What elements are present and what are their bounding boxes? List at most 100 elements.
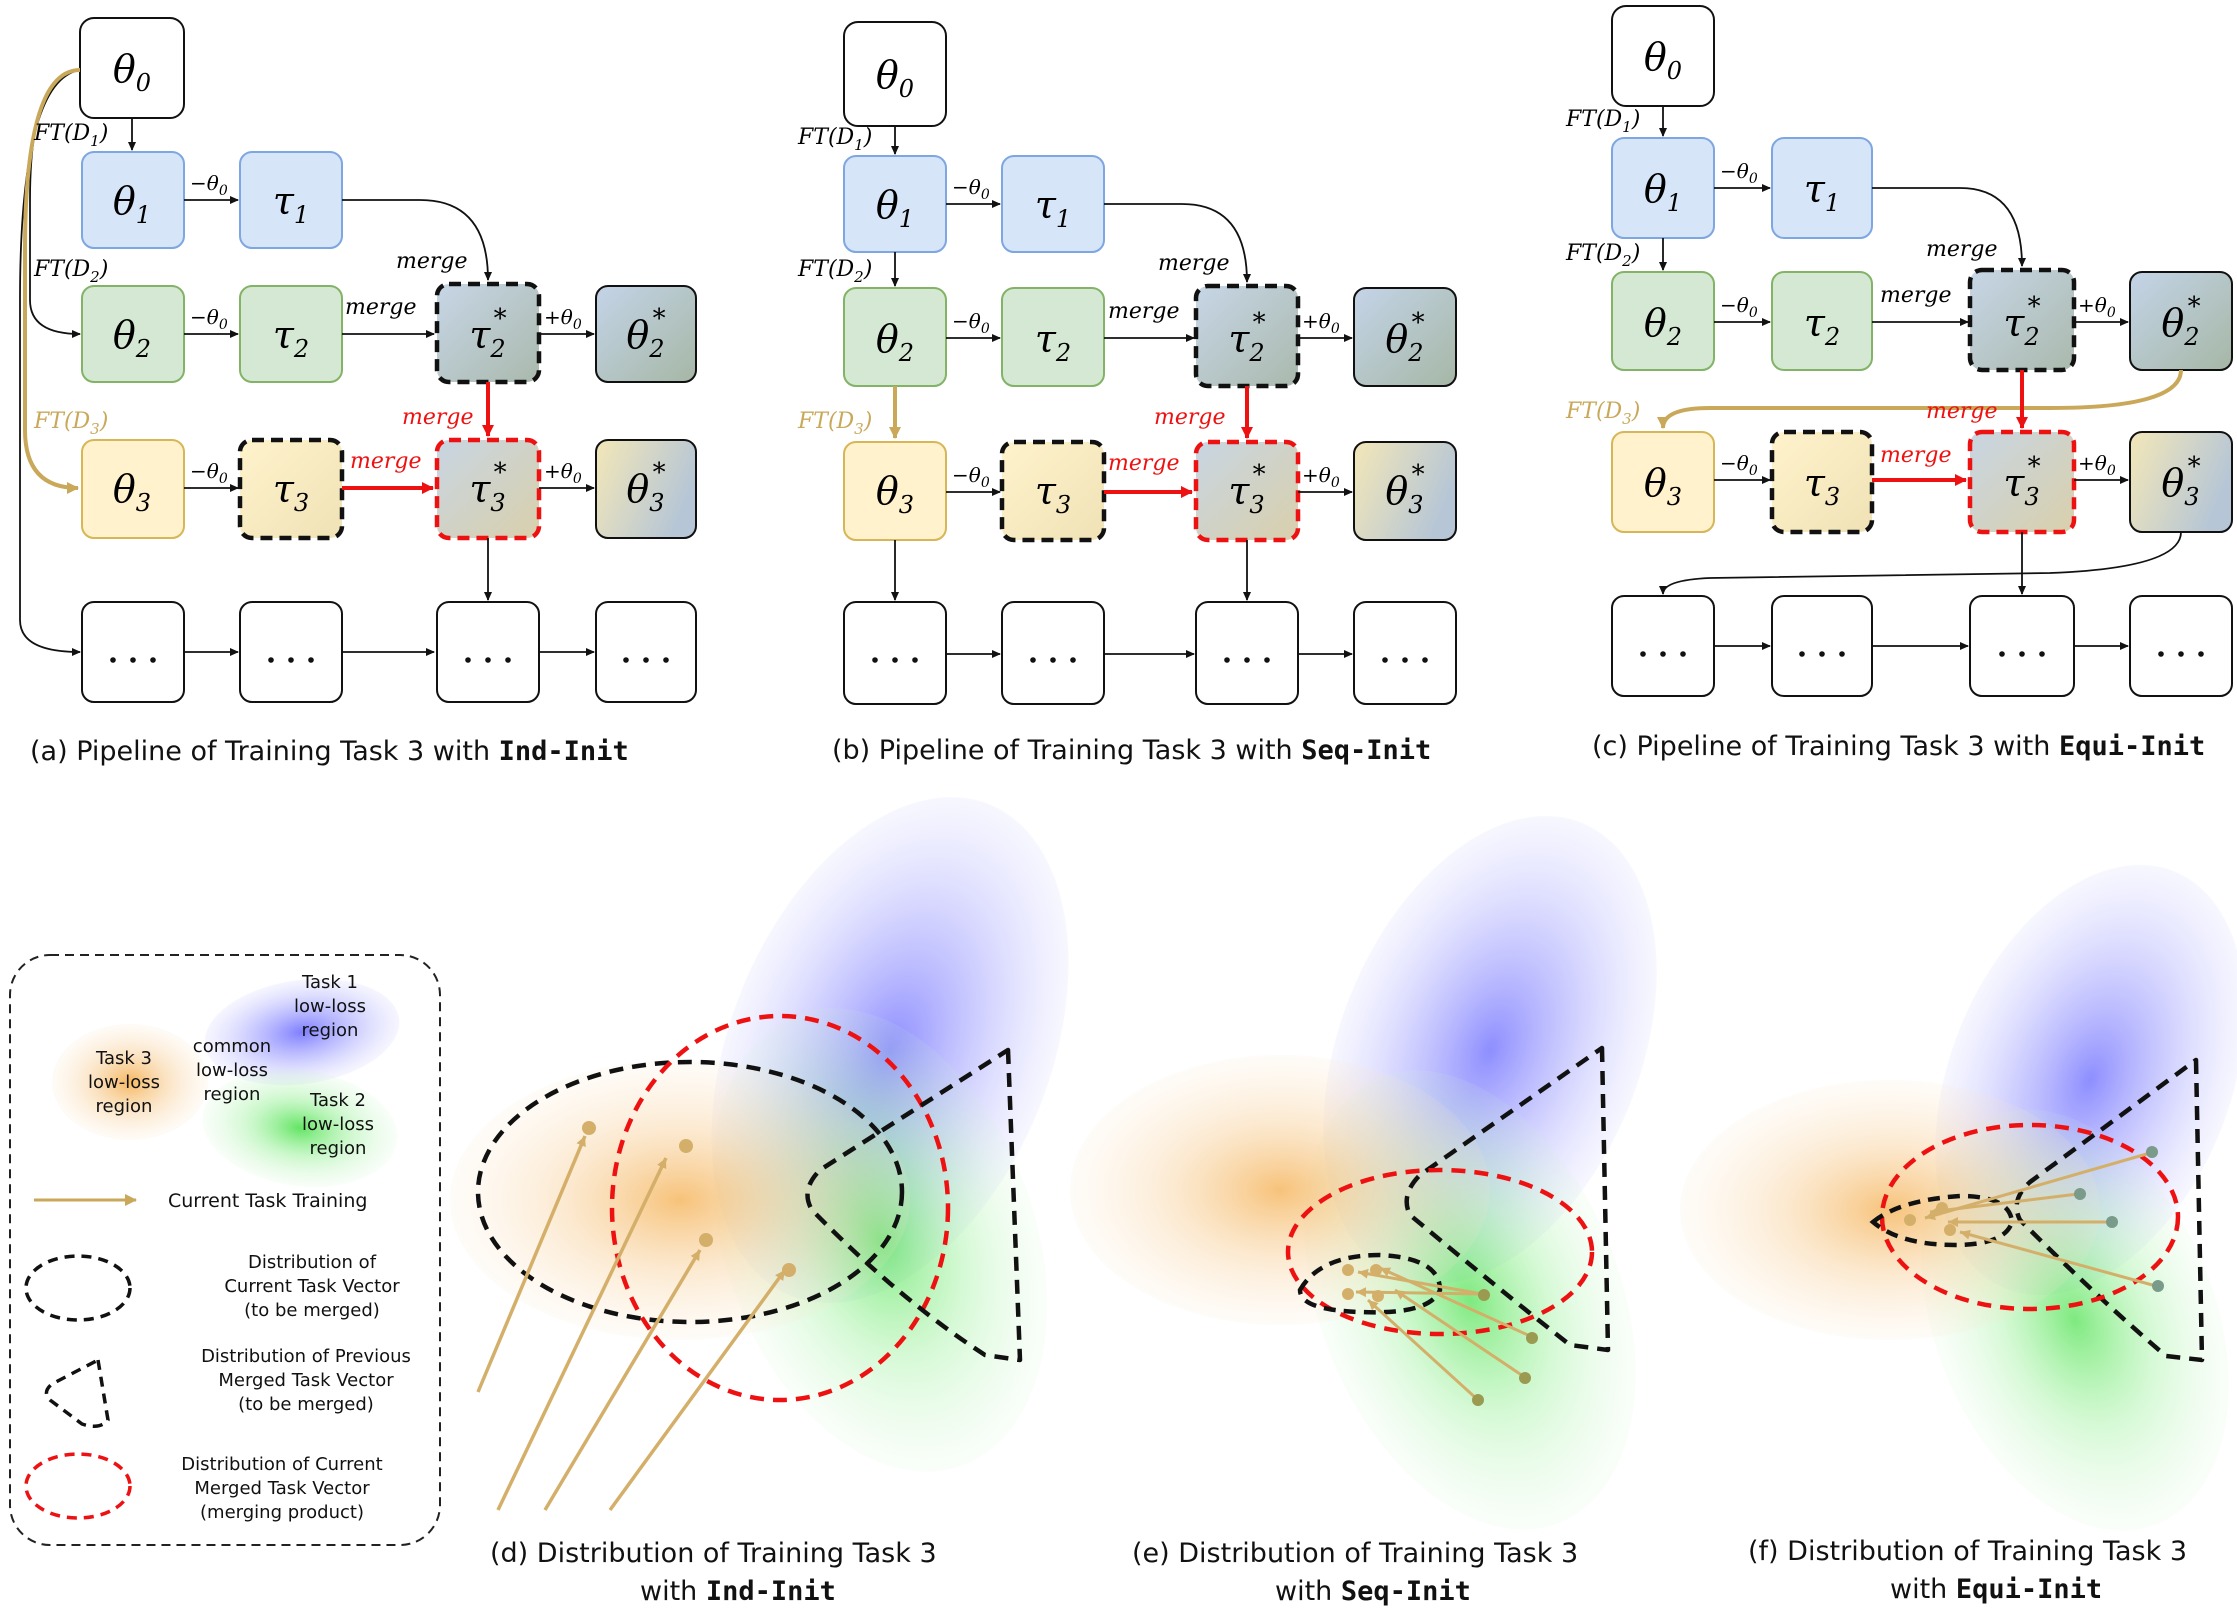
svg-text:FT(D3): FT(D3) <box>797 409 872 438</box>
svg-text:θ3*: θ3* <box>626 458 665 517</box>
svg-text:τ3: τ3 <box>273 467 309 517</box>
panel-e: (e) Distribution of Training Task 3 with… <box>1070 815 1657 1607</box>
legend: Task 1 low-loss region Task 3 low-loss r… <box>9 954 441 1546</box>
svg-text:−θ0: −θ0 <box>190 305 228 333</box>
node-dots-1 <box>843 601 947 705</box>
node-tau2 <box>1771 271 1873 371</box>
node-dots-4 <box>1353 601 1457 705</box>
svg-text:τ2: τ2 <box>273 313 309 363</box>
svg-text:FT(D2): FT(D2) <box>797 257 872 286</box>
svg-text:θ2: θ2 <box>1644 301 1682 351</box>
pipeline-c: θ0 θ1 τ1 θ2 τ2 τ2* θ2* θ3 τ3 τ3* θ3* <box>1565 5 2233 762</box>
svg-text:FT(D2): FT(D2) <box>33 257 108 286</box>
node-theta2 <box>1611 271 1715 371</box>
node-tau2 <box>1001 287 1105 387</box>
node-theta3 <box>1611 431 1715 533</box>
node-theta3-star <box>1353 441 1457 541</box>
svg-text:Distribution of Current: Distribution of Current <box>181 1454 382 1475</box>
caption-e: (e) Distribution of Training Task 3 <box>1132 1538 1578 1569</box>
node-dots-3 <box>1969 595 2075 697</box>
svg-text:θ1: θ1 <box>1644 167 1682 217</box>
svg-text:merge: merge <box>1108 451 1180 476</box>
caption-b: (b) Pipeline of Training Task 3 with Seq… <box>832 735 1431 766</box>
svg-text:+θ0: +θ0 <box>1302 309 1340 337</box>
svg-text:θ2*: θ2* <box>1385 308 1424 367</box>
svg-text:merge: merge <box>402 405 474 430</box>
node-theta2-star <box>1353 287 1457 387</box>
svg-text:(to be merged): (to be merged) <box>244 1300 380 1321</box>
node-dots-1 <box>1611 595 1715 697</box>
node-theta3 <box>81 439 185 539</box>
svg-text:θ3: θ3 <box>876 469 914 519</box>
svg-text:Merged Task Vector: Merged Task Vector <box>194 1478 370 1499</box>
svg-text:τ1: τ1 <box>1035 183 1071 233</box>
svg-text:merge: merge <box>1108 299 1180 324</box>
panel-f: (f) Distribution of Training Task 3 with… <box>1680 864 2237 1605</box>
svg-text:−θ0: −θ0 <box>190 459 228 487</box>
svg-text:FT(D3): FT(D3) <box>1565 399 1640 428</box>
pipeline-b: θ0 θ1 τ1 θ2 τ2 τ2* θ2* θ3 τ3 τ3* θ3* <box>797 21 1457 766</box>
svg-text:τ1: τ1 <box>273 179 309 229</box>
caption-a: (a) Pipeline of Training Task 3 with Ind… <box>30 736 629 767</box>
svg-text:region: region <box>96 1096 153 1117</box>
svg-text:−θ0: −θ0 <box>1720 451 1758 479</box>
svg-text:τ3*: τ3* <box>1228 460 1265 519</box>
svg-text:with Equi-Init: with Equi-Init <box>1890 1574 2102 1605</box>
caption-d: (d) Distribution of Training Task 3 <box>490 1538 937 1569</box>
svg-text:Distribution of: Distribution of <box>248 1252 377 1273</box>
svg-text:Task 1: Task 1 <box>301 972 358 993</box>
caption-c: (c) Pipeline of Training Task 3 with Equ… <box>1592 731 2205 762</box>
svg-text:+θ0: +θ0 <box>2078 451 2116 479</box>
svg-text:with Seq-Init: with Seq-Init <box>1275 1576 1471 1607</box>
svg-text:τ2*: τ2* <box>469 304 506 363</box>
svg-text:merge: merge <box>350 449 422 474</box>
svg-text:low-loss: low-loss <box>302 1114 374 1135</box>
svg-text:θ3: θ3 <box>1644 461 1682 511</box>
svg-text:θ3*: θ3* <box>1385 460 1424 519</box>
svg-text:(to be merged): (to be merged) <box>238 1394 374 1415</box>
svg-text:−θ0: −θ0 <box>190 171 228 199</box>
svg-text:region: region <box>302 1020 359 1041</box>
node-theta3-star <box>595 439 697 539</box>
caption-f: (f) Distribution of Training Task 3 <box>1748 1536 2187 1567</box>
svg-text:τ3*: τ3* <box>469 458 506 517</box>
node-theta2-star <box>595 285 697 383</box>
svg-text:−θ0: −θ0 <box>1720 159 1758 187</box>
svg-text:merge: merge <box>1158 251 1230 276</box>
svg-text:Current Task Vector: Current Task Vector <box>224 1276 400 1297</box>
node-tau3 <box>1769 429 1875 535</box>
svg-text:FT(D2): FT(D2) <box>1565 241 1640 270</box>
svg-text:region: region <box>204 1084 261 1105</box>
svg-text:merge: merge <box>1880 283 1952 308</box>
node-dots-2 <box>239 601 343 703</box>
node-dots-2 <box>1771 595 1873 697</box>
node-dots-1 <box>81 601 185 703</box>
svg-text:FT(D1): FT(D1) <box>1565 107 1640 136</box>
svg-text:merge: merge <box>396 249 468 274</box>
svg-text:Task 3: Task 3 <box>95 1048 152 1069</box>
svg-text:with Ind-Init: with Ind-Init <box>640 1576 836 1607</box>
svg-text:common: common <box>193 1036 271 1057</box>
svg-text:merge: merge <box>1926 237 1998 262</box>
svg-text:θ2*: θ2* <box>2161 292 2200 351</box>
svg-text:−θ0: −θ0 <box>952 309 990 337</box>
svg-text:τ2: τ2 <box>1804 301 1840 351</box>
node-dots-3 <box>1195 601 1299 705</box>
svg-text:θ3*: θ3* <box>2161 452 2200 511</box>
svg-text:−θ0: −θ0 <box>952 175 990 203</box>
panel-d: (d) Distribution of Training Task 3 with… <box>450 797 1069 1607</box>
pipeline-a: θ0 θ1 τ1 θ2 τ2 τ2* θ2* θ3 τ3 τ3* θ3* <box>19 17 697 767</box>
svg-text:Current Task Training: Current Task Training <box>168 1190 367 1212</box>
svg-text:θ3: θ3 <box>113 467 151 517</box>
svg-text:θ1: θ1 <box>876 183 914 233</box>
svg-text:low-loss: low-loss <box>88 1072 160 1093</box>
svg-text:−θ0: −θ0 <box>1720 293 1758 321</box>
svg-text:FT(D3): FT(D3) <box>33 409 108 438</box>
svg-text:θ0: θ0 <box>113 47 151 97</box>
svg-text:Task 2: Task 2 <box>309 1090 366 1111</box>
svg-text:low-loss: low-loss <box>196 1060 268 1081</box>
svg-text:τ3: τ3 <box>1804 461 1840 511</box>
svg-text:region: region <box>310 1138 367 1159</box>
svg-text:τ3: τ3 <box>1035 469 1071 519</box>
